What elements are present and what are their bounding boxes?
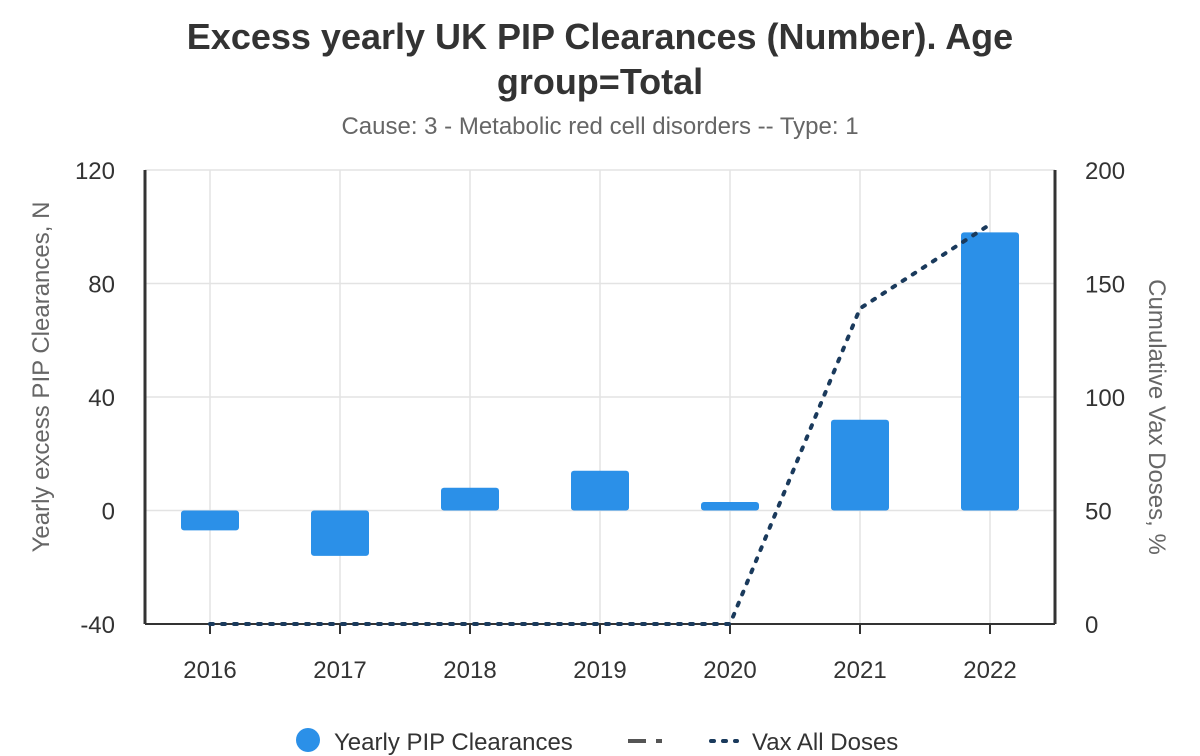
bar-2019 (571, 470, 629, 511)
bar-2020 (701, 501, 759, 511)
chart-title: Excess yearly UK PIP Clearances (Number)… (186, 16, 1014, 102)
y-right-axis-title: Cumulative Vax Doses, % (1143, 279, 1170, 555)
bar-2022 (961, 232, 1019, 511)
bar-2021 (831, 419, 889, 511)
y-left-axis-title: Yearly excess PIP Clearances, N (28, 202, 55, 553)
legend-label-vax-all-doses: Vax All Doses (752, 729, 898, 756)
y-left-tick-label: 120 (75, 158, 115, 185)
line-series-vax-all-doses (208, 222, 992, 626)
x-tick-label: 2017 (313, 657, 366, 684)
y-left-tick-label: -40 (80, 612, 115, 639)
x-tick-label: 2018 (443, 657, 496, 684)
y-left-tick-label: 0 (102, 499, 115, 526)
y-right-tick-label: 0 (1085, 612, 1098, 639)
y-left-tick-label: 80 (88, 272, 115, 299)
legend-symbol-yearly-pip-clearances (296, 728, 320, 752)
chart-subtitle: Cause: 3 - Metabolic red cell disorders … (341, 113, 859, 140)
y-right-tick-label: 50 (1085, 499, 1112, 526)
bar-2016 (181, 510, 239, 531)
y-right-tick-label: 150 (1085, 272, 1125, 299)
y-right-tick-label: 100 (1085, 385, 1125, 412)
bar-2017 (311, 510, 369, 556)
x-tick-label: 2020 (703, 657, 756, 684)
y-right-tick-label: 200 (1085, 158, 1125, 185)
x-tick-label: 2022 (963, 657, 1016, 684)
legend-label-yearly-pip-clearances: Yearly PIP Clearances (334, 729, 573, 756)
x-tick-label: 2016 (183, 657, 236, 684)
y-left-tick-label: 40 (88, 385, 115, 412)
x-tick-label: 2021 (833, 657, 886, 684)
x-tick-label: 2019 (573, 657, 626, 684)
bar-2018 (441, 487, 499, 511)
